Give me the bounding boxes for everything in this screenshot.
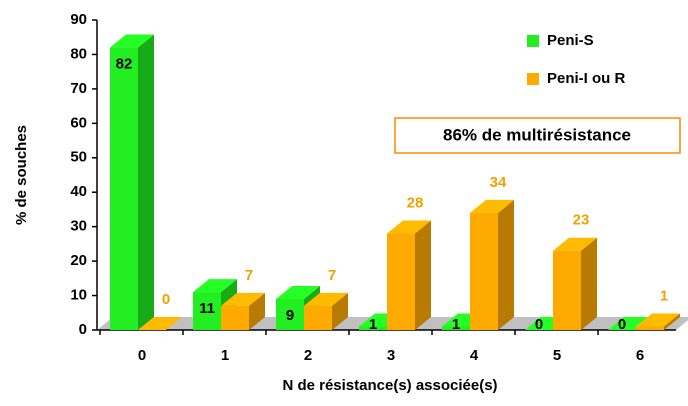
y-tick-label: 30 bbox=[70, 218, 87, 235]
bar-top bbox=[304, 292, 348, 306]
bar-3d bbox=[636, 313, 680, 330]
bar-3d bbox=[110, 34, 154, 331]
bar-top bbox=[608, 317, 652, 330]
data-label: 7 bbox=[245, 267, 253, 284]
legend-swatch bbox=[527, 35, 539, 47]
data-label: 11 bbox=[199, 300, 215, 317]
y-tick-label: 70 bbox=[70, 80, 87, 97]
data-label: 1 bbox=[452, 316, 460, 333]
x-tick-label: 5 bbox=[553, 347, 561, 364]
data-label: 82 bbox=[116, 56, 133, 73]
y-tick-label: 20 bbox=[70, 252, 87, 269]
bar-top bbox=[193, 279, 237, 293]
bar bbox=[470, 212, 498, 330]
bar-3d bbox=[553, 237, 597, 330]
bar-side bbox=[581, 237, 597, 330]
y-axis-label: % de souches bbox=[13, 125, 30, 225]
bar-side bbox=[332, 292, 348, 330]
x-tick-label: 2 bbox=[304, 347, 312, 364]
bar bbox=[221, 305, 249, 330]
y-tick-label: 60 bbox=[70, 114, 87, 131]
x-tick-label: 4 bbox=[470, 347, 479, 364]
annotation-box bbox=[394, 117, 681, 154]
bar-3d bbox=[221, 292, 265, 330]
bar-top bbox=[138, 317, 182, 330]
bar bbox=[304, 305, 332, 330]
bar-3d bbox=[138, 317, 182, 330]
legend-swatch bbox=[527, 73, 539, 85]
bar-3d bbox=[608, 317, 652, 330]
bar-3d bbox=[304, 292, 348, 330]
annotation: 86% de multirésistance bbox=[443, 125, 631, 144]
data-label: 1 bbox=[369, 316, 377, 333]
bar-top bbox=[221, 292, 265, 306]
data-label: 23 bbox=[573, 212, 590, 229]
bar-top bbox=[276, 286, 320, 299]
bar-side bbox=[498, 199, 514, 330]
bar-3d bbox=[470, 199, 514, 330]
bar-side bbox=[664, 313, 680, 330]
bar-side bbox=[249, 292, 265, 330]
bar-top bbox=[553, 237, 597, 251]
bar-top bbox=[636, 313, 680, 327]
bar bbox=[359, 326, 387, 330]
bar bbox=[276, 299, 304, 330]
bar-top bbox=[110, 34, 154, 48]
data-label: 0 bbox=[535, 316, 543, 333]
y-tick-label: 10 bbox=[70, 287, 87, 304]
x-tick-label: 6 bbox=[636, 347, 644, 364]
data-label: 9 bbox=[286, 307, 294, 324]
x-tick-label: 1 bbox=[221, 347, 229, 364]
bar bbox=[442, 326, 470, 330]
y-tick-label: 90 bbox=[70, 11, 87, 28]
bar bbox=[193, 292, 221, 330]
y-tick-label: 80 bbox=[70, 45, 87, 62]
x-tick-label: 0 bbox=[138, 347, 146, 364]
data-label: 0 bbox=[618, 316, 626, 333]
legend-label: Peni-S bbox=[547, 32, 594, 49]
bar-3d bbox=[387, 220, 431, 330]
bar-side bbox=[138, 34, 154, 331]
bar bbox=[553, 250, 581, 330]
bar bbox=[110, 47, 138, 331]
x-tick-label: 3 bbox=[387, 347, 395, 364]
data-label: 1 bbox=[660, 288, 668, 305]
data-label: 7 bbox=[328, 267, 336, 284]
bar-top bbox=[470, 199, 514, 213]
data-label: 34 bbox=[490, 174, 507, 191]
x-axis-label: N de résistance(s) associée(s) bbox=[282, 377, 497, 394]
data-label: 28 bbox=[407, 195, 424, 212]
data-label: 0 bbox=[162, 291, 170, 308]
y-tick-label: 40 bbox=[70, 183, 87, 200]
legend-label: Peni-I ou R bbox=[547, 70, 626, 87]
bar bbox=[387, 233, 415, 330]
bar bbox=[636, 326, 664, 330]
bar-top bbox=[387, 220, 431, 234]
bar-side bbox=[415, 220, 431, 330]
y-tick-label: 50 bbox=[70, 149, 87, 166]
y-tick-label: 0 bbox=[79, 321, 87, 338]
